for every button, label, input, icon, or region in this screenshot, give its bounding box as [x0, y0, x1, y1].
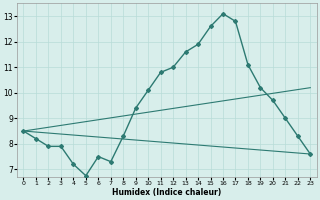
X-axis label: Humidex (Indice chaleur): Humidex (Indice chaleur): [112, 188, 221, 197]
